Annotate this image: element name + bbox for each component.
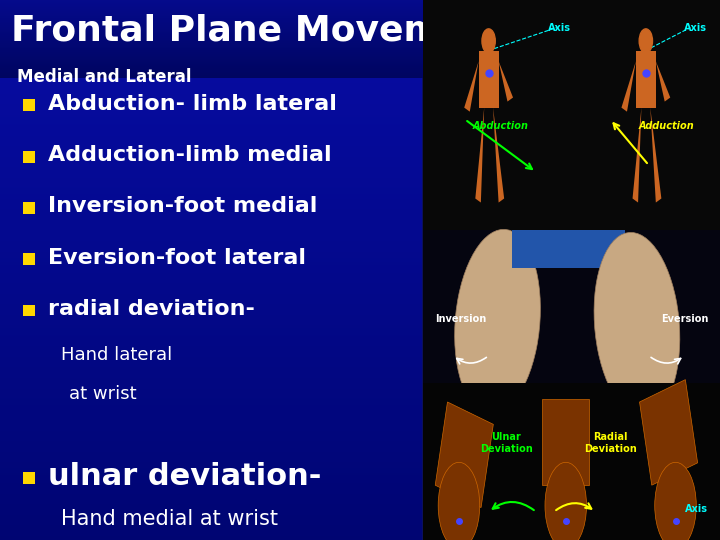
Text: radial deviation-: radial deviation-	[48, 299, 256, 319]
Bar	[23, 305, 35, 316]
Text: Axis: Axis	[685, 23, 708, 32]
Text: Eversion: Eversion	[661, 314, 708, 324]
Bar	[423, 0, 720, 230]
Polygon shape	[499, 61, 513, 102]
Text: Axis: Axis	[685, 504, 708, 514]
Polygon shape	[633, 107, 642, 202]
Polygon shape	[493, 107, 504, 202]
Text: Frontal Plane Movements: Frontal Plane Movements	[11, 14, 530, 48]
Ellipse shape	[438, 462, 480, 540]
Text: Radial
Deviation: Radial Deviation	[584, 432, 636, 454]
Bar	[423, 230, 720, 383]
Text: ulnar deviation-: ulnar deviation-	[48, 462, 322, 491]
Text: Hand lateral: Hand lateral	[61, 346, 172, 364]
Polygon shape	[650, 107, 662, 202]
Bar	[23, 202, 35, 214]
Text: at wrist: at wrist	[70, 385, 137, 403]
Bar	[542, 399, 590, 485]
Bar	[23, 151, 35, 163]
Text: Adduction-limb medial: Adduction-limb medial	[48, 145, 332, 165]
Polygon shape	[656, 61, 670, 102]
Bar	[479, 51, 499, 107]
Bar	[435, 402, 493, 508]
Bar	[23, 99, 35, 111]
Bar	[23, 472, 35, 484]
Bar	[423, 383, 720, 540]
Ellipse shape	[654, 462, 696, 540]
Text: Inversion-foot medial: Inversion-foot medial	[48, 196, 318, 217]
Text: Adduction: Adduction	[639, 121, 695, 131]
Text: Abduction- limb lateral: Abduction- limb lateral	[48, 93, 337, 114]
Bar	[636, 51, 656, 107]
Bar	[513, 230, 625, 268]
Text: Medial and Lateral: Medial and Lateral	[17, 68, 192, 85]
Circle shape	[482, 29, 495, 53]
Circle shape	[639, 29, 652, 53]
Text: Axis: Axis	[548, 23, 571, 32]
Ellipse shape	[545, 462, 587, 540]
Text: Inversion: Inversion	[435, 314, 487, 324]
Text: Hand medial at wrist: Hand medial at wrist	[61, 509, 278, 530]
Polygon shape	[621, 61, 636, 112]
Polygon shape	[475, 107, 484, 202]
Ellipse shape	[594, 232, 680, 417]
Text: Abduction: Abduction	[472, 121, 528, 131]
Text: Eversion-foot lateral: Eversion-foot lateral	[48, 247, 307, 268]
Text: Ulnar
Deviation: Ulnar Deviation	[480, 432, 533, 454]
Ellipse shape	[454, 230, 541, 414]
Polygon shape	[464, 61, 479, 112]
Bar	[23, 253, 35, 265]
Bar	[639, 380, 698, 485]
